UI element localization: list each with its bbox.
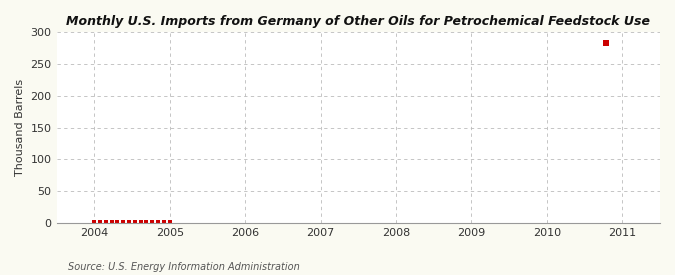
Title: Monthly U.S. Imports from Germany of Other Oils for Petrochemical Feedstock Use: Monthly U.S. Imports from Germany of Oth… <box>66 15 650 28</box>
Y-axis label: Thousand Barrels: Thousand Barrels <box>15 79 25 176</box>
Text: Source: U.S. Energy Information Administration: Source: U.S. Energy Information Administ… <box>68 262 299 272</box>
